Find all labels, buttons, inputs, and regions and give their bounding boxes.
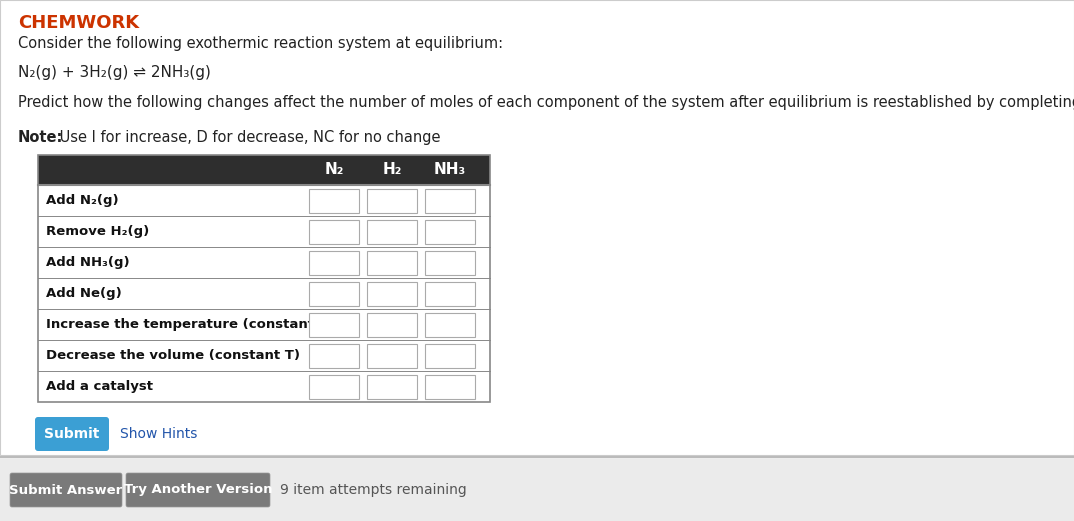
- FancyBboxPatch shape: [38, 278, 490, 309]
- FancyBboxPatch shape: [425, 313, 475, 337]
- FancyBboxPatch shape: [38, 216, 490, 247]
- FancyBboxPatch shape: [309, 343, 359, 367]
- FancyBboxPatch shape: [425, 251, 475, 275]
- Text: NH₃: NH₃: [434, 163, 466, 178]
- FancyBboxPatch shape: [35, 417, 108, 451]
- FancyBboxPatch shape: [425, 343, 475, 367]
- Text: Add NH₃(g): Add NH₃(g): [46, 256, 130, 269]
- Text: Remove H₂(g): Remove H₂(g): [46, 225, 149, 238]
- FancyBboxPatch shape: [10, 473, 122, 507]
- FancyBboxPatch shape: [309, 375, 359, 399]
- FancyBboxPatch shape: [38, 185, 490, 216]
- Text: Add Ne(g): Add Ne(g): [46, 287, 121, 300]
- Text: Add a catalyst: Add a catalyst: [46, 380, 153, 393]
- FancyBboxPatch shape: [425, 219, 475, 243]
- Text: Decrease the volume (constant T): Decrease the volume (constant T): [46, 349, 300, 362]
- FancyBboxPatch shape: [367, 251, 417, 275]
- FancyBboxPatch shape: [309, 251, 359, 275]
- FancyBboxPatch shape: [367, 281, 417, 305]
- Text: N₂: N₂: [324, 163, 344, 178]
- Text: Predict how the following changes affect the number of moles of each component o: Predict how the following changes affect…: [18, 95, 1074, 110]
- FancyBboxPatch shape: [425, 375, 475, 399]
- Text: 9 item attempts remaining: 9 item attempts remaining: [280, 483, 467, 497]
- FancyBboxPatch shape: [38, 309, 490, 340]
- Text: CHEMWORK: CHEMWORK: [18, 14, 140, 32]
- FancyBboxPatch shape: [309, 313, 359, 337]
- FancyBboxPatch shape: [0, 459, 1074, 521]
- Text: H₂: H₂: [382, 163, 402, 178]
- FancyBboxPatch shape: [126, 473, 270, 507]
- FancyBboxPatch shape: [309, 281, 359, 305]
- Text: Try Another Version: Try Another Version: [124, 483, 272, 497]
- FancyBboxPatch shape: [38, 155, 490, 185]
- Text: Submit Answer: Submit Answer: [10, 483, 122, 497]
- Text: Submit: Submit: [44, 427, 100, 441]
- FancyBboxPatch shape: [309, 189, 359, 213]
- FancyBboxPatch shape: [367, 313, 417, 337]
- Text: N₂(g) + 3H₂(g) ⇌ 2NH₃(g): N₂(g) + 3H₂(g) ⇌ 2NH₃(g): [18, 65, 211, 80]
- Text: Add N₂(g): Add N₂(g): [46, 194, 118, 207]
- Text: Consider the following exothermic reaction system at equilibrium:: Consider the following exothermic reacti…: [18, 36, 503, 51]
- FancyBboxPatch shape: [367, 219, 417, 243]
- Text: Use I for increase, D for decrease, NC for no change: Use I for increase, D for decrease, NC f…: [55, 130, 440, 145]
- FancyBboxPatch shape: [38, 247, 490, 278]
- Text: Note:: Note:: [18, 130, 63, 145]
- FancyBboxPatch shape: [0, 0, 1074, 455]
- FancyBboxPatch shape: [367, 343, 417, 367]
- FancyBboxPatch shape: [367, 375, 417, 399]
- FancyBboxPatch shape: [425, 189, 475, 213]
- FancyBboxPatch shape: [309, 219, 359, 243]
- FancyBboxPatch shape: [367, 189, 417, 213]
- FancyBboxPatch shape: [425, 281, 475, 305]
- Text: Increase the temperature (constant P): Increase the temperature (constant P): [46, 318, 334, 331]
- FancyBboxPatch shape: [38, 340, 490, 371]
- FancyBboxPatch shape: [38, 371, 490, 402]
- Text: Show Hints: Show Hints: [120, 427, 198, 441]
